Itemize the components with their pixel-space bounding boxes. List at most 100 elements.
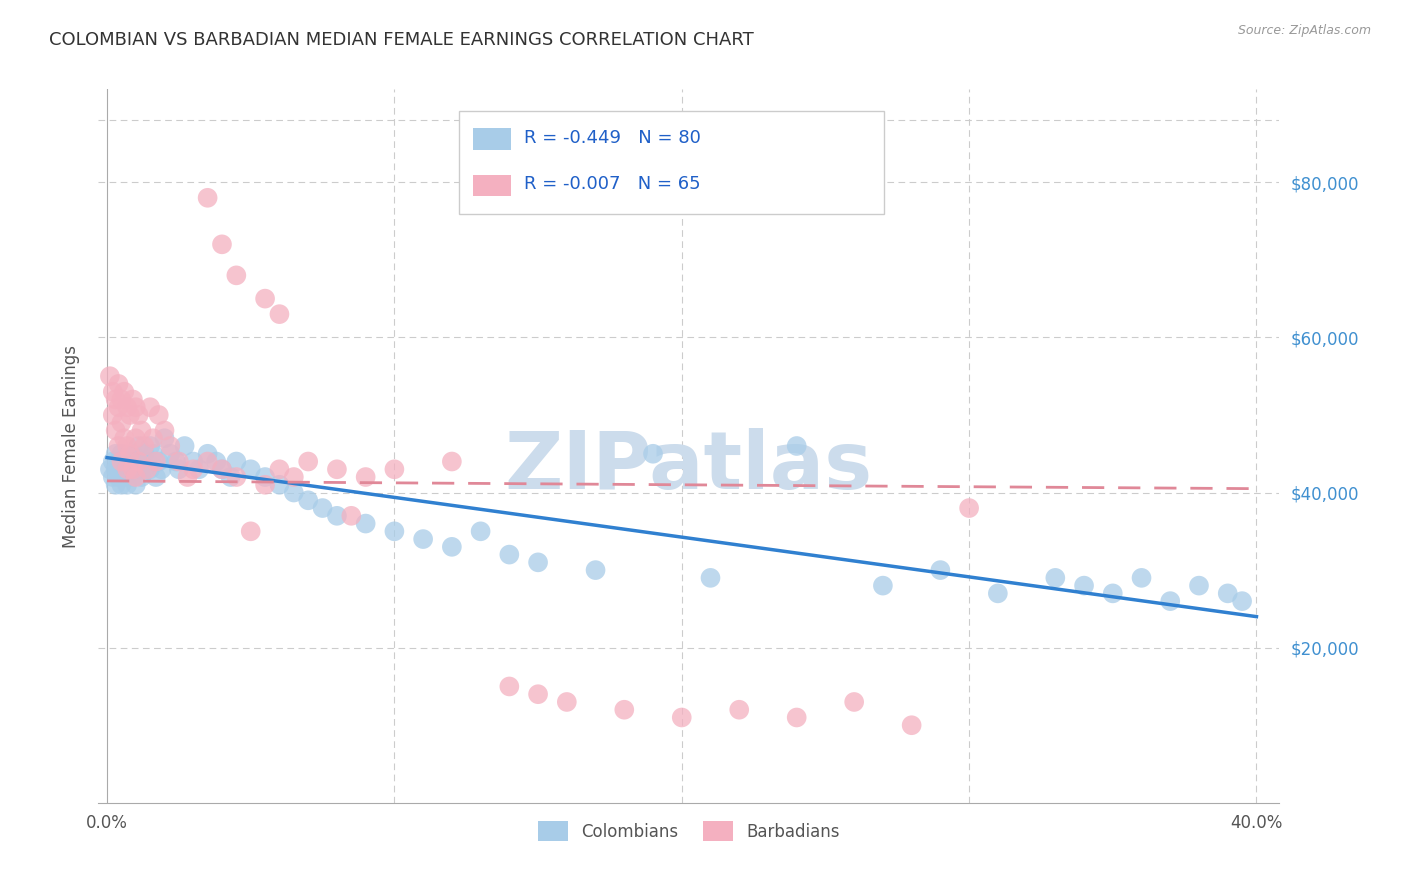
Point — [125, 401, 148, 415]
Point — [118, 447, 141, 461]
Point — [112, 462, 135, 476]
Point — [929, 563, 952, 577]
Point — [354, 516, 377, 531]
Point — [150, 462, 173, 476]
Point — [125, 454, 148, 468]
Point — [110, 477, 132, 491]
Point — [211, 237, 233, 252]
Point — [254, 470, 277, 484]
Point — [527, 687, 550, 701]
Point — [115, 401, 138, 415]
Point — [131, 454, 153, 468]
Point — [107, 376, 129, 391]
Point — [167, 462, 190, 476]
Point — [167, 454, 190, 468]
Point — [148, 454, 170, 468]
Point — [148, 408, 170, 422]
Point — [139, 439, 162, 453]
Y-axis label: Median Female Earnings: Median Female Earnings — [62, 344, 80, 548]
Point — [136, 462, 159, 476]
Point — [115, 462, 138, 476]
Point — [326, 462, 349, 476]
Point — [354, 470, 377, 484]
Point — [101, 454, 124, 468]
Point — [555, 695, 578, 709]
Point — [104, 477, 127, 491]
Point — [1216, 586, 1239, 600]
Point — [1073, 579, 1095, 593]
FancyBboxPatch shape — [458, 111, 884, 214]
Point — [134, 447, 156, 461]
Point — [101, 470, 124, 484]
Point — [412, 532, 434, 546]
Point — [110, 392, 132, 407]
Point — [326, 508, 349, 523]
Point — [139, 401, 162, 415]
Point — [269, 462, 291, 476]
Point — [112, 431, 135, 445]
Point — [115, 439, 138, 453]
Point — [142, 447, 165, 461]
Point — [269, 307, 291, 321]
Point — [440, 540, 463, 554]
Point — [786, 710, 808, 724]
Point — [872, 579, 894, 593]
Point — [197, 454, 219, 468]
Point — [107, 401, 129, 415]
Point — [188, 462, 211, 476]
Point — [110, 454, 132, 468]
Point — [104, 447, 127, 461]
Point — [641, 447, 664, 461]
Point — [153, 431, 176, 445]
Point — [107, 454, 129, 468]
Point — [142, 431, 165, 445]
Point — [118, 454, 141, 468]
Point — [440, 454, 463, 468]
FancyBboxPatch shape — [472, 175, 510, 196]
Point — [107, 462, 129, 476]
Point — [340, 508, 363, 523]
Point — [211, 462, 233, 476]
Point — [104, 462, 127, 476]
Point — [269, 477, 291, 491]
Point — [159, 439, 181, 453]
Point — [125, 470, 148, 484]
Point — [384, 524, 406, 539]
Point — [384, 462, 406, 476]
Point — [118, 408, 141, 422]
Point — [297, 493, 319, 508]
Point — [145, 454, 167, 468]
Point — [134, 462, 156, 476]
Point — [1188, 579, 1211, 593]
Point — [112, 470, 135, 484]
Point — [1230, 594, 1253, 608]
Point — [283, 485, 305, 500]
Text: ZIPatlas: ZIPatlas — [505, 428, 873, 507]
Point — [104, 424, 127, 438]
Point — [498, 680, 520, 694]
Point — [110, 447, 132, 461]
Point — [104, 392, 127, 407]
Point — [110, 454, 132, 468]
Point — [254, 477, 277, 491]
Point — [139, 462, 162, 476]
Point — [239, 524, 262, 539]
Point — [498, 548, 520, 562]
Point — [145, 470, 167, 484]
Point — [211, 462, 233, 476]
Point — [107, 439, 129, 453]
Point — [176, 470, 198, 484]
Point — [1045, 571, 1067, 585]
Point — [254, 292, 277, 306]
Point — [128, 454, 150, 468]
Legend: Colombians, Barbadians: Colombians, Barbadians — [531, 814, 846, 848]
Point — [128, 439, 150, 453]
Point — [219, 470, 242, 484]
Point — [728, 703, 751, 717]
Point — [987, 586, 1010, 600]
Point — [131, 424, 153, 438]
Point — [115, 462, 138, 476]
Point — [131, 470, 153, 484]
Point — [671, 710, 693, 724]
Point — [613, 703, 636, 717]
